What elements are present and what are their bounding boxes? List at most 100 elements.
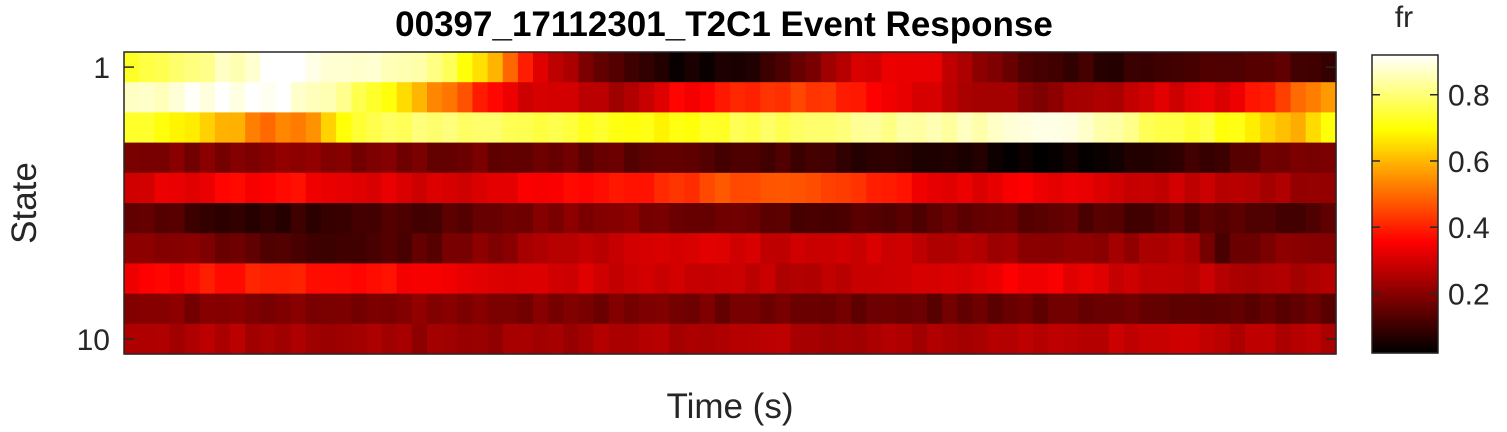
colorbar-segment (1372, 320, 1438, 324)
heatmap-cell (1290, 82, 1307, 113)
heatmap-cell (533, 142, 549, 174)
heatmap-cell (381, 172, 398, 204)
heatmap-cell (593, 323, 610, 355)
heatmap-cell (245, 203, 261, 234)
heatmap-cell (214, 172, 231, 204)
colorbar-segment (1372, 77, 1438, 81)
heatmap-cell (654, 142, 670, 174)
heatmap-cell (1063, 203, 1080, 234)
heatmap-cell (548, 263, 564, 295)
heatmap-cell (760, 203, 777, 234)
heatmap-cell (427, 142, 443, 174)
heatmap-cell (457, 203, 474, 234)
heatmap-cell (533, 172, 549, 204)
heatmap-cell (411, 293, 428, 325)
heatmap-cell (442, 263, 458, 295)
heatmap-cell (199, 293, 216, 325)
heatmap-cell (760, 142, 777, 174)
heatmap-cell (139, 233, 155, 264)
heatmap-cell (305, 112, 322, 144)
colorbar-segment (1372, 57, 1438, 61)
heatmap-cell (517, 52, 534, 83)
heatmap-cell (608, 263, 625, 295)
heatmap-cell (366, 142, 383, 174)
heatmap-cell (1229, 293, 1246, 325)
heatmap-cell (1048, 172, 1064, 204)
heatmap-cell (214, 142, 231, 174)
heatmap-cell (305, 323, 322, 355)
heatmap-cell (1108, 112, 1125, 144)
heatmap-cell (548, 52, 564, 83)
heatmap-cell (139, 323, 155, 355)
heatmap-cell (896, 142, 913, 174)
heatmap-cell (1078, 293, 1095, 325)
heatmap-cell (563, 203, 580, 234)
heatmap-cell (896, 82, 913, 113)
colorbar-segment (1372, 251, 1438, 255)
heatmap-cell (1320, 263, 1337, 295)
heatmap-cell (1123, 82, 1140, 113)
heatmap-cell (305, 263, 322, 295)
heatmap-cell (608, 82, 625, 113)
colorbar-segment (1372, 134, 1438, 138)
heatmap-cell (926, 203, 943, 234)
heatmap-cell (169, 233, 186, 264)
heatmap-cell (320, 52, 337, 83)
heatmap-cell (1169, 112, 1186, 144)
heatmap-cell (472, 172, 489, 204)
heatmap-cell (957, 52, 973, 83)
colorbar-segment (1372, 315, 1438, 319)
heatmap-cell (336, 142, 352, 174)
heatmap-cell (502, 142, 519, 174)
colorbar-segment (1372, 82, 1438, 86)
heatmap-cell (1169, 82, 1186, 113)
colorbar-segment (1372, 87, 1438, 91)
heatmap-cell (396, 323, 413, 355)
heatmap-cell (669, 293, 686, 325)
heatmap-cell (502, 323, 519, 355)
heatmap-cells (124, 52, 1337, 355)
heatmap-cell (1305, 172, 1322, 204)
heatmap-cell (563, 323, 580, 355)
heatmap-cell (1275, 172, 1292, 204)
heatmap-cell (1108, 142, 1125, 174)
heatmap-cell (533, 323, 549, 355)
heatmap-cell (1169, 293, 1186, 325)
y-tick-label: 10 (77, 324, 110, 357)
heatmap-cell (714, 263, 731, 295)
heatmap-cell (1184, 52, 1201, 83)
heatmap-cell (1063, 233, 1080, 264)
heatmap-cell (911, 82, 928, 113)
heatmap-cell (1184, 233, 1201, 264)
heatmap-cell (1199, 293, 1216, 325)
heatmap-cell (881, 233, 898, 264)
heatmap-cell (1017, 233, 1034, 264)
heatmap-cell (472, 203, 489, 234)
heatmap-cell (533, 112, 549, 144)
heatmap-cell (593, 52, 610, 83)
heatmap-cell (1093, 142, 1110, 174)
heatmap-cell (366, 52, 383, 83)
heatmap-cell (1184, 112, 1201, 144)
heatmap-cell (427, 293, 443, 325)
heatmap-cell (411, 112, 428, 144)
heatmap-cell (1260, 323, 1276, 355)
heatmap-cell (942, 52, 958, 83)
heatmap-cell (1123, 142, 1140, 174)
heatmap-cell (578, 52, 595, 83)
heatmap-cell (1002, 82, 1019, 113)
heatmap-cell (699, 323, 716, 355)
heatmap-cell (926, 52, 943, 83)
heatmap-cell (684, 112, 701, 144)
heatmap-cell (639, 263, 655, 295)
colorbar-segment (1372, 74, 1438, 78)
heatmap-cell (1048, 203, 1064, 234)
heatmap-cell (1199, 233, 1216, 264)
heatmap-cell (366, 203, 383, 234)
colorbar (1372, 55, 1438, 354)
heatmap-cell (1214, 82, 1231, 113)
colorbar-segment (1372, 156, 1438, 160)
heatmap-cell (1033, 203, 1049, 234)
heatmap-cell (154, 82, 171, 113)
heatmap-cell (1048, 82, 1064, 113)
